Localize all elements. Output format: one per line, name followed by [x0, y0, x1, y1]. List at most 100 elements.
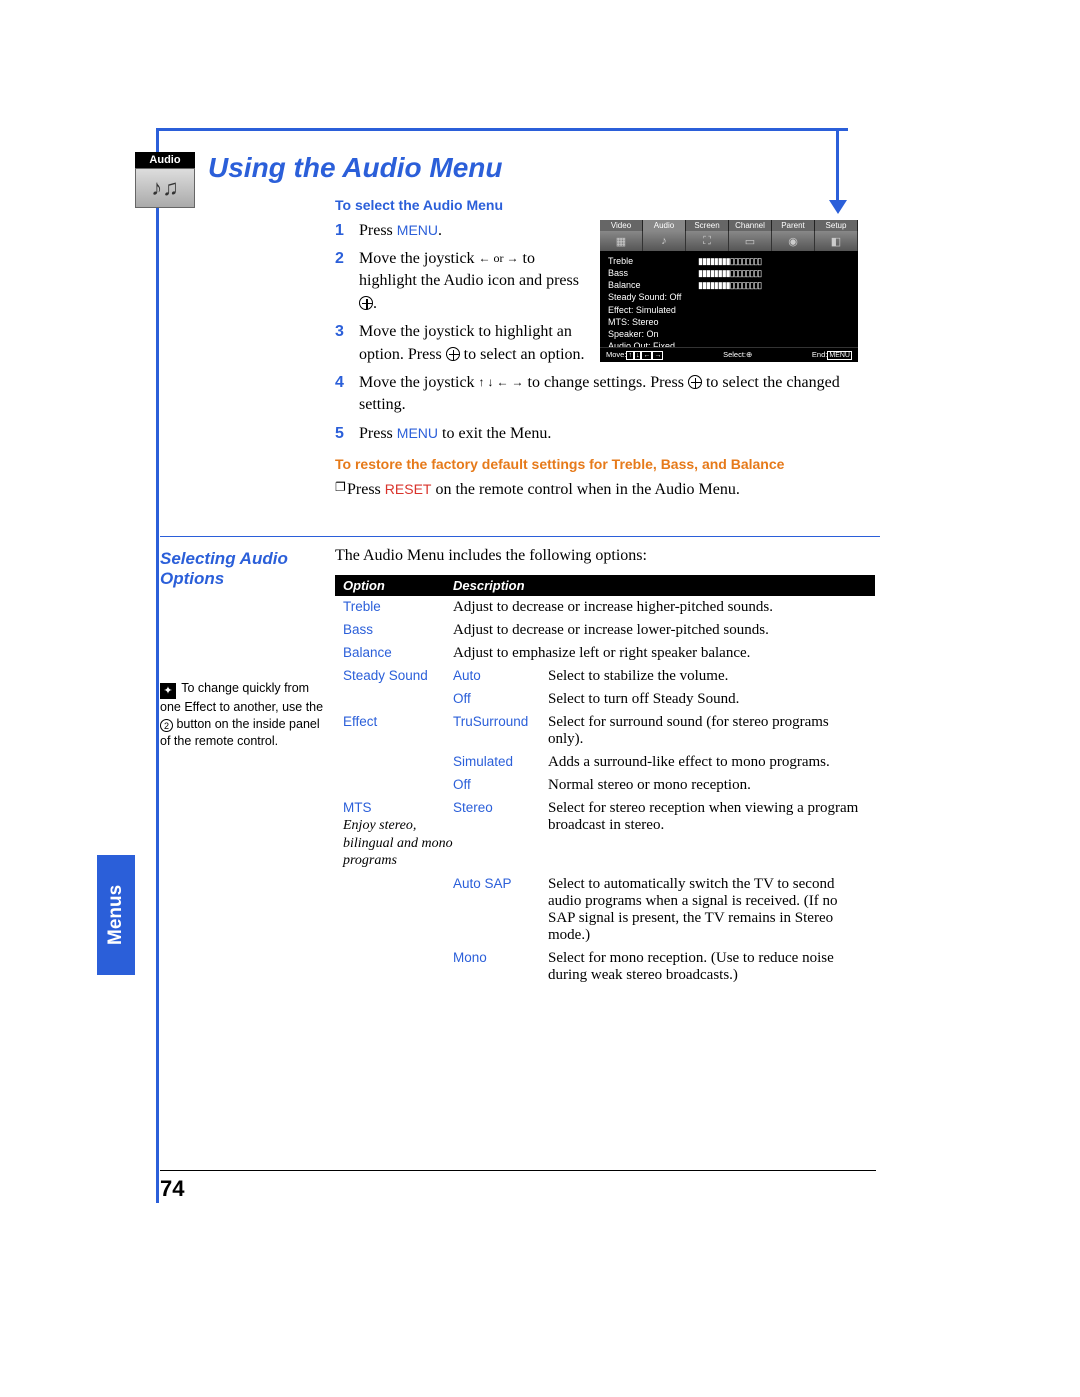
option-desc: Select for mono reception. (Use to reduc…: [548, 950, 867, 984]
plus-circle-icon: [359, 296, 373, 310]
option-desc: Select for surround sound (for stereo pr…: [548, 714, 867, 748]
reset-key: RESET: [385, 481, 432, 497]
tv-setting-row: Treble▮▮▮▮▮▮▮▮▯▯▯▯▯▯▯▯: [608, 255, 850, 267]
step-text: Press MENU to exit the Menu.: [359, 423, 875, 445]
option-desc: Adjust to emphasize left or right speake…: [453, 645, 867, 662]
menu-key: MENU: [397, 222, 438, 238]
tv-setting-row: Steady Sound: Off: [608, 291, 850, 303]
side-tab-menus: Menus: [97, 855, 135, 975]
option-row: MonoSelect for mono reception. (Use to r…: [335, 947, 875, 987]
option-sub: Mono: [453, 950, 548, 965]
step-4: 4 Move the joystick ↑ ↓ ← → to change se…: [335, 372, 875, 417]
option-desc: Select to stabilize the volume.: [548, 668, 867, 685]
decorative-border-top: [158, 128, 848, 131]
tv-mini-icon: ◉: [772, 231, 815, 251]
tv-settings-body: Treble▮▮▮▮▮▮▮▮▯▯▯▯▯▯▯▯Bass▮▮▮▮▮▮▮▮▯▯▯▯▯▯…: [600, 251, 858, 356]
tv-setting-value: ▮▮▮▮▮▮▮▮▯▯▯▯▯▯▯▯: [698, 267, 761, 279]
tv-setting-label: Treble: [608, 255, 698, 267]
option-row: SimulatedAdds a surround-like effect to …: [335, 751, 875, 774]
tv-mini-icon: ♪: [643, 231, 686, 251]
section-heading: Selecting Audio Options: [160, 549, 320, 590]
option-row: BassAdjust to decrease or increase lower…: [335, 619, 875, 642]
restore-text: Press RESET on the remote control when i…: [347, 479, 740, 501]
tv-tab: Setup: [815, 220, 858, 231]
tv-setting-row: Bass▮▮▮▮▮▮▮▮▯▯▯▯▯▯▯▯: [608, 267, 850, 279]
option-desc: Select to automatically switch the TV to…: [548, 876, 867, 944]
option-name: Balance: [343, 645, 453, 660]
tv-tab: Audio: [643, 220, 686, 231]
tv-setting-label: Speaker: On: [608, 328, 698, 340]
restore-bullet: ❐ Press RESET on the remote control when…: [335, 479, 875, 501]
tv-mini-icon: ◧: [815, 231, 858, 251]
option-desc: Adjust to decrease or increase lower-pit…: [453, 622, 867, 639]
option-desc: Select for stereo reception when viewing…: [548, 800, 867, 834]
option-name: Treble: [343, 599, 453, 614]
option-row: EffectTruSurroundSelect for surround sou…: [335, 711, 875, 751]
menu-key: MENU: [397, 425, 438, 441]
tv-setting-value: ▮▮▮▮▮▮▮▮▯▯▯▯▯▯▯▯: [698, 255, 761, 267]
audio-icon-box: Audio ♪♫: [135, 152, 195, 212]
step-5: 5 Press MENU to exit the Menu.: [335, 423, 875, 445]
music-notes-icon: ♪♫: [135, 168, 195, 208]
circled-number-icon: 2: [160, 719, 173, 732]
tv-setting-label: Balance: [608, 279, 698, 291]
tv-setting-row: Speaker: On: [608, 328, 850, 340]
tv-setting-label: Steady Sound: Off: [608, 291, 698, 303]
tv-setting-row: MTS: Stereo: [608, 316, 850, 328]
tv-footer-select: Select:⊕: [723, 350, 752, 360]
step-text: Move the joystick ↑ ↓ ← → to change sett…: [359, 372, 875, 417]
option-sub: Off: [453, 777, 548, 792]
tv-tab: Screen: [686, 220, 729, 231]
tv-setting-value: ▮▮▮▮▮▮▮▮▯▯▯▯▯▯▯▯: [698, 279, 761, 291]
decorative-arrow-stem: [836, 128, 839, 206]
arrow-icons: ← or →: [479, 251, 519, 265]
bullet-icon: ❐: [335, 479, 347, 501]
step-number: 3: [335, 321, 359, 366]
option-name: Steady Sound: [343, 668, 453, 683]
step-number: 2: [335, 248, 359, 315]
lightbulb-icon: ✦: [160, 683, 176, 699]
option-row: TrebleAdjust to decrease or increase hig…: [335, 596, 875, 619]
page-title: Using the Audio Menu: [208, 152, 503, 184]
section-intro: The Audio Menu includes the following op…: [335, 547, 880, 565]
tv-tab: Channel: [729, 220, 772, 231]
option-sub: Stereo: [453, 800, 548, 815]
tv-footer-move: Move:↑↓←→: [606, 350, 663, 360]
step-text: Move the joystick to highlight an option…: [359, 321, 594, 366]
option-sub: Auto: [453, 668, 548, 683]
option-row: OffNormal stereo or mono reception.: [335, 774, 875, 797]
tv-icon-row: ▦ ♪ ⛶ ▭ ◉ ◧: [600, 231, 858, 251]
step-text: Press MENU.: [359, 220, 594, 242]
tv-footer-end: End:MENU: [812, 350, 852, 360]
tv-screenshot: Video Audio Screen Channel Parent Setup …: [600, 220, 858, 362]
tv-setting-label: Bass: [608, 267, 698, 279]
option-row: Steady SoundAutoSelect to stabilize the …: [335, 665, 875, 688]
option-name: MTSEnjoy stereo, bilingual and mono prog…: [343, 800, 453, 870]
subhead-restore: To restore the factory default settings …: [335, 455, 875, 475]
tv-tabs: Video Audio Screen Channel Parent Setup: [600, 220, 858, 231]
tv-mini-icon: ▦: [600, 231, 643, 251]
option-row: MTSEnjoy stereo, bilingual and mono prog…: [335, 797, 875, 873]
step-number: 5: [335, 423, 359, 445]
tv-tab: Parent: [772, 220, 815, 231]
option-row: OffSelect to turn off Steady Sound.: [335, 688, 875, 711]
subhead-select-audio: To select the Audio Menu: [335, 196, 875, 216]
audio-icon-label: Audio: [135, 152, 195, 168]
option-row: Auto SAPSelect to automatically switch t…: [335, 873, 875, 947]
tip-note: ✦ To change quickly from one Effect to a…: [160, 680, 328, 750]
option-sub: TruSurround: [453, 714, 548, 729]
decorative-border-left: [156, 128, 159, 1203]
section-selecting-audio: Selecting Audio Options The Audio Menu i…: [160, 536, 880, 987]
option-name: Bass: [343, 622, 453, 637]
option-desc: Adds a surround-like effect to mono prog…: [548, 754, 867, 771]
step-number: 4: [335, 372, 359, 417]
option-sub: Off: [453, 691, 548, 706]
plus-circle-icon: [446, 347, 460, 361]
header-description: Description: [453, 578, 525, 593]
footer-rule: [160, 1170, 876, 1171]
option-name: Effect: [343, 714, 453, 729]
option-desc: Adjust to decrease or increase higher-pi…: [453, 599, 867, 616]
options-table: Option Description TrebleAdjust to decre…: [335, 575, 875, 987]
option-desc: Normal stereo or mono reception.: [548, 777, 867, 794]
page-number: 74: [160, 1176, 184, 1202]
